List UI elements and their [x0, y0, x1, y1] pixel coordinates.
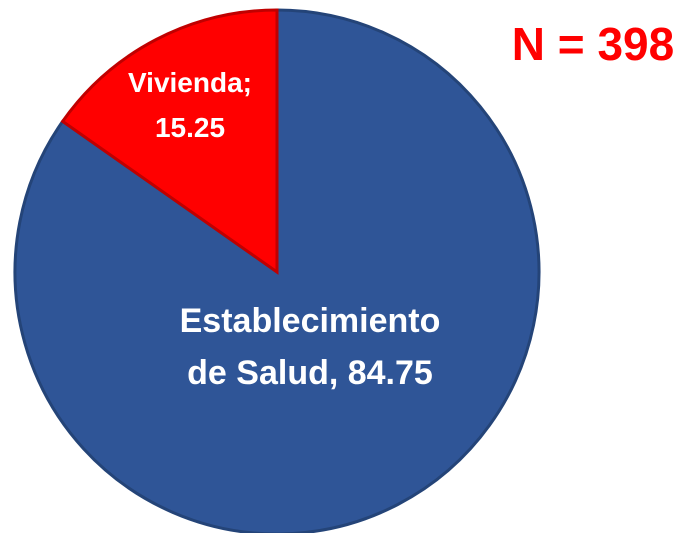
data-label: Vivienda; 15.25 [128, 67, 252, 143]
annotation: N = 398 [512, 18, 674, 70]
pie-slice [60, 8, 279, 275]
pie-slice [13, 8, 541, 533]
data-label: Establecimiento de Salud, 84.75 [180, 302, 441, 392]
